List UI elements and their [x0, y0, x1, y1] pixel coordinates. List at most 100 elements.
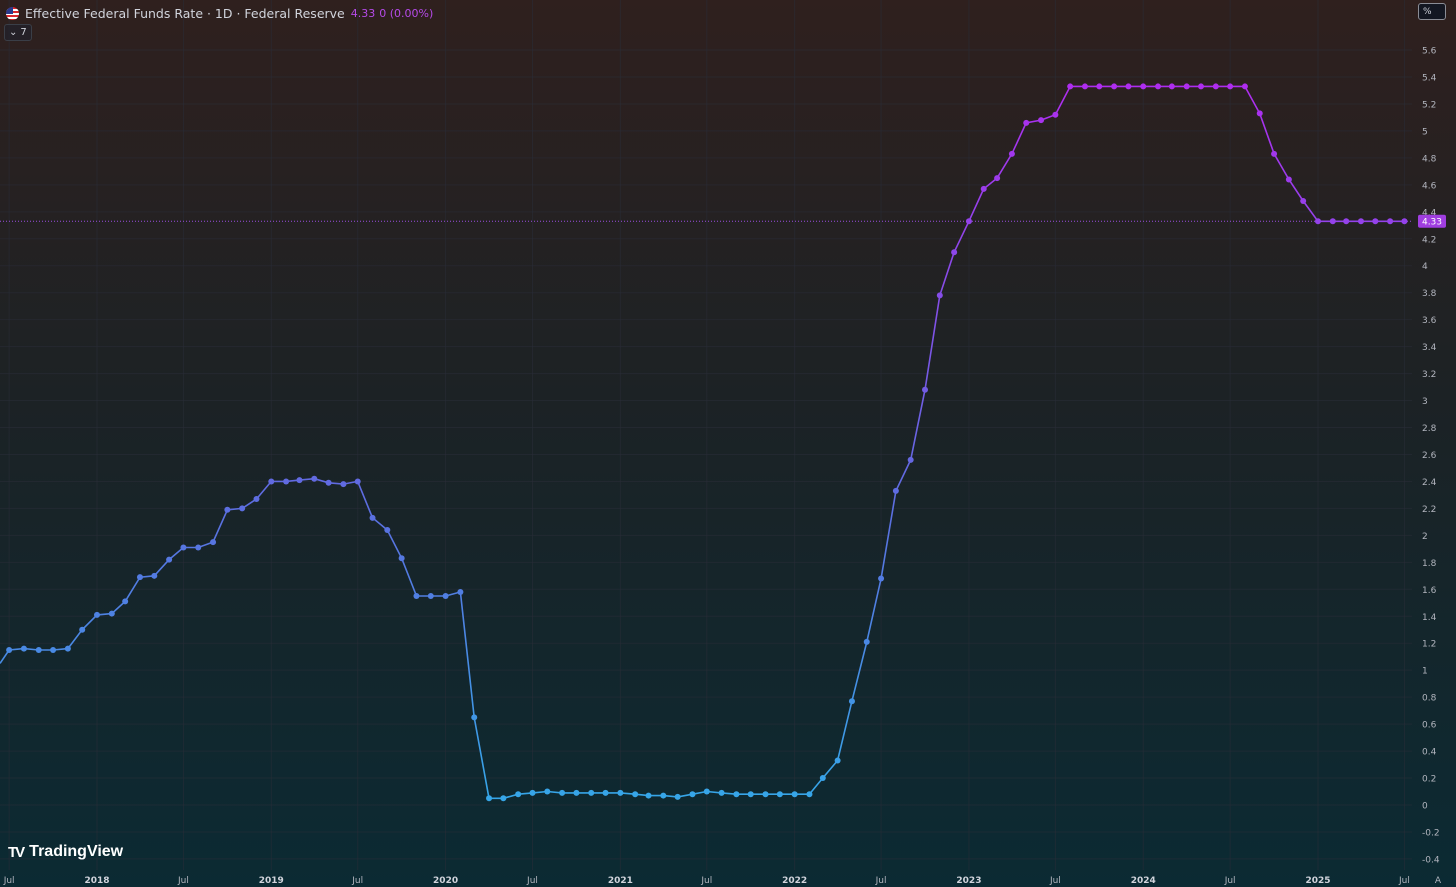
data-point: [1300, 198, 1307, 205]
y-tick-label: 4: [1422, 262, 1428, 272]
data-point: [1111, 83, 1118, 90]
series-points: [6, 83, 1408, 802]
data-point: [515, 791, 522, 798]
data-point: [660, 792, 667, 799]
y-tick-label: 4.2: [1422, 235, 1436, 245]
x-tick-label: 2021: [608, 876, 633, 886]
data-point: [210, 539, 217, 546]
data-point: [20, 645, 27, 652]
y-tick-label: 3.8: [1422, 289, 1437, 299]
data-point: [166, 556, 173, 563]
data-point: [1387, 218, 1394, 225]
legend-collapse-button[interactable]: ⌄ 7: [4, 24, 32, 41]
data-point: [79, 626, 86, 633]
legend-value: 4.33: [350, 6, 376, 20]
data-point: [1125, 83, 1132, 90]
data-point: [1315, 218, 1321, 225]
data-point: [632, 791, 639, 798]
data-point: [500, 795, 507, 802]
y-tick-label: 3.2: [1422, 370, 1436, 380]
data-point: [848, 698, 855, 705]
data-point: [398, 555, 405, 562]
x-tick-label: 2020: [433, 876, 458, 886]
y-tick-label: 1: [1422, 667, 1428, 677]
y-tick-label: 5.2: [1422, 100, 1436, 110]
y-tick-label: 2: [1422, 532, 1428, 542]
data-point: [980, 185, 987, 192]
tradingview-logo[interactable]: TV TradingView: [8, 843, 123, 861]
data-point: [50, 646, 57, 653]
price-scale-unit-button[interactable]: %: [1418, 3, 1446, 20]
data-point: [1256, 110, 1263, 117]
data-point: [94, 611, 100, 618]
data-point: [733, 791, 740, 798]
y-tick-label: -0.4: [1422, 855, 1440, 865]
data-point: [151, 572, 158, 579]
data-point: [1183, 83, 1190, 90]
x-tick-label: 2024: [1131, 876, 1156, 886]
data-point: [718, 789, 725, 796]
data-point: [1271, 150, 1278, 157]
data-point: [1155, 83, 1162, 90]
data-point: [268, 478, 275, 485]
y-tick-label: 4.8: [1422, 154, 1437, 164]
y-tick-label: 3: [1422, 397, 1428, 407]
x-tick-label: Jul: [1224, 876, 1236, 886]
data-point: [1038, 117, 1045, 124]
y-tick-label: 3.6: [1422, 316, 1437, 326]
y-tick-label: 0: [1422, 802, 1428, 812]
data-point: [1285, 176, 1292, 183]
y-tick-label: 1.4: [1422, 613, 1437, 623]
data-point: [1401, 218, 1408, 225]
data-point: [384, 526, 391, 533]
data-point: [588, 789, 595, 796]
y-tick-label: 5.6: [1422, 47, 1437, 57]
data-point: [645, 792, 652, 799]
data-point: [602, 789, 609, 796]
brand-name: TradingView: [29, 843, 124, 860]
data-point: [936, 292, 943, 299]
chevron-down-icon: ⌄: [9, 27, 18, 38]
data-point: [559, 789, 566, 796]
y-axis: -0.4 -0.2 0 0.2 0.4 0.6 0.8 1 1.2 1.4 1.6 1.8 2 2.2 2.…: [1422, 47, 1440, 866]
data-point: [1096, 83, 1103, 90]
data-point: [747, 791, 754, 798]
y-tick-label: 0.2: [1422, 775, 1436, 785]
data-point: [1008, 150, 1015, 157]
data-point: [878, 575, 885, 582]
x-tick-label: 2022: [782, 876, 807, 886]
y-tick-label: 5.4: [1422, 74, 1437, 84]
series-legend[interactable]: Effective Federal Funds Rate · 1D · Fede…: [6, 4, 433, 22]
data-point: [283, 478, 290, 485]
data-point: [413, 593, 420, 600]
x-tick-label: 2019: [259, 876, 284, 886]
y-tick-label: 2.8: [1422, 424, 1437, 434]
data-point: [296, 477, 303, 484]
data-point: [1198, 83, 1205, 90]
data-point: [1052, 111, 1059, 118]
y-tick-label: 5: [1422, 127, 1428, 137]
data-point: [1168, 83, 1175, 90]
collapse-count: 7: [20, 27, 27, 38]
data-point: [617, 789, 624, 796]
data-point: [922, 386, 929, 393]
data-point: [776, 791, 783, 798]
legend-change: 0 (0.00%): [379, 6, 434, 20]
data-point: [64, 645, 71, 652]
data-point: [239, 505, 246, 512]
data-point: [122, 598, 129, 605]
data-point: [6, 646, 13, 653]
x-tick-label: Jul: [1398, 876, 1410, 886]
series-line: [0, 85, 1405, 800]
data-point: [325, 479, 332, 486]
data-point: [965, 218, 972, 225]
data-point: [354, 478, 361, 485]
y-tick-label: 1.6: [1422, 586, 1437, 596]
data-point: [224, 506, 231, 513]
data-point: [573, 789, 580, 796]
data-point: [892, 487, 899, 494]
data-point: [471, 714, 478, 721]
data-point: [1081, 83, 1088, 90]
y-tick-label: 0.4: [1422, 748, 1437, 758]
